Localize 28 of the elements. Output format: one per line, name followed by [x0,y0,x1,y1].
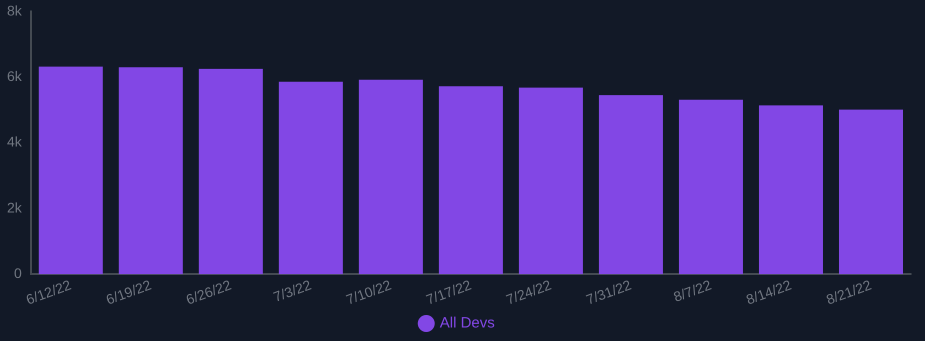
bar [438,86,503,274]
legend-label: All Devs [440,314,495,332]
x-tick-label: 6/26/22 [184,276,234,308]
x-tick-label: 8/21/22 [824,276,874,308]
x-tick-label: 7/31/22 [584,276,634,308]
y-tick-label: 4k [6,134,23,150]
bar [598,95,663,274]
x-tick-label: 8/7/22 [671,276,714,305]
y-tick-label: 2k [6,199,23,216]
x-tick-label: 7/17/22 [424,276,474,308]
y-tick-label: 6k [6,68,23,84]
x-tick-label: 8/14/22 [744,276,794,308]
x-tick-label: 6/19/22 [104,276,154,308]
bar [678,100,743,274]
bar [198,68,263,274]
bar [38,66,103,274]
bar [118,67,183,274]
bar [358,80,423,274]
y-tick-label: 0 [14,265,22,282]
bar [758,105,823,274]
y-tick-label: 8k [6,2,23,18]
bar [518,88,583,274]
bar [278,82,343,274]
x-tick-label: 7/24/22 [504,276,554,308]
x-tick-label: 7/3/22 [271,276,314,305]
x-tick-label: 6/12/22 [24,276,74,308]
bar [838,110,903,274]
x-tick-label: 7/10/22 [344,276,394,308]
